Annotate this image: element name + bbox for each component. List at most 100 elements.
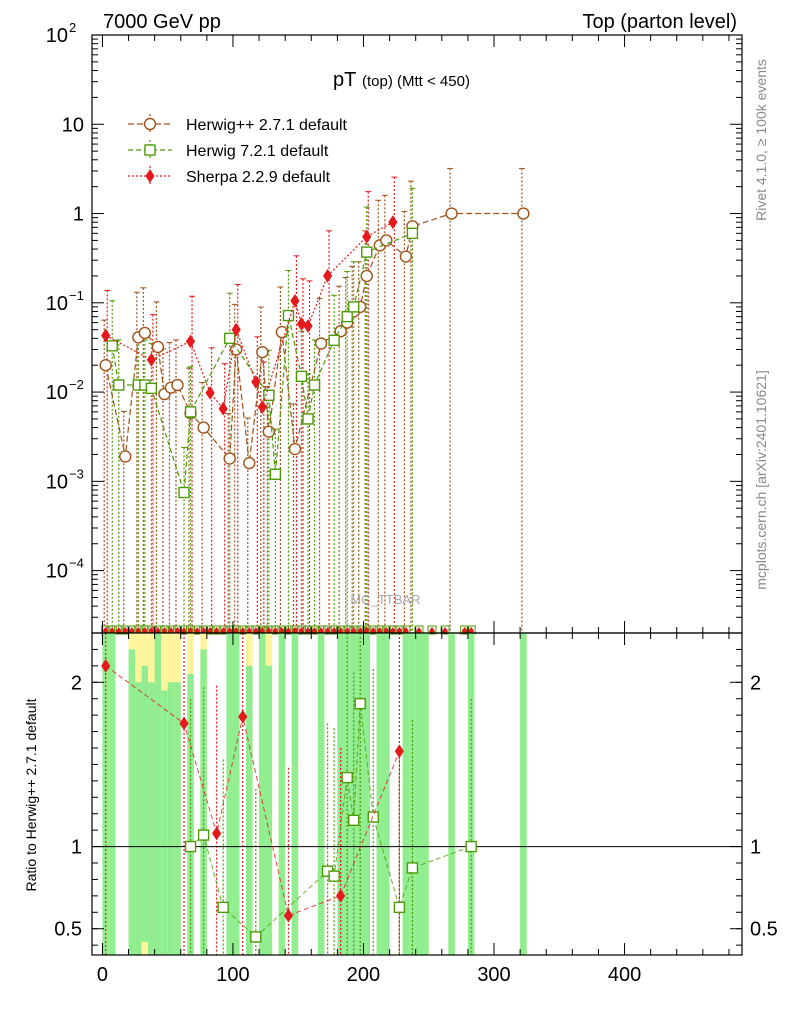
ratio-point [238, 709, 248, 724]
x-tick-label: 0 [97, 964, 108, 986]
y-tick-exponent: −3 [69, 466, 84, 481]
data-point [322, 269, 333, 283]
legend-marker [143, 117, 157, 131]
ratio-band-green [291, 633, 299, 955]
series-line [105, 221, 394, 411]
zero-marker [192, 625, 202, 635]
data-point [145, 382, 158, 395]
y-tick-label: 10 [46, 382, 68, 404]
zero-marker [368, 625, 378, 635]
legend-entry-label: Herwig++ 2.7.1 default [186, 117, 348, 134]
ratio-band-green [317, 633, 325, 955]
ratio-band-green [167, 682, 175, 955]
zero-marker [440, 625, 450, 635]
data-point [184, 406, 197, 418]
data-point [99, 358, 112, 372]
ratio-y-axis-label: Ratio to Herwig++ 2.7.1 default [23, 698, 39, 891]
data-point [101, 328, 111, 343]
data-point [296, 317, 307, 331]
data-point [151, 340, 165, 354]
ratio-point [217, 901, 229, 914]
data-point [362, 229, 372, 244]
ratio-band-green [187, 674, 194, 955]
data-point [171, 378, 184, 392]
ratio-band-green [383, 633, 390, 955]
zero-marker [114, 625, 124, 635]
legend-marker [145, 169, 155, 183]
zero-marker [303, 625, 313, 635]
ratio-band-green [135, 682, 142, 955]
data-point [138, 326, 152, 340]
ratio-y-tick-label-right: 1 [750, 837, 761, 859]
data-point [341, 310, 353, 323]
zero-marker [251, 625, 261, 635]
data-point [275, 325, 289, 339]
x-tick-label: 200 [347, 964, 380, 986]
ratio-y-tick-label: 2 [71, 672, 82, 694]
ratio-point [406, 862, 419, 874]
ratio-point [184, 840, 197, 853]
data-point [205, 385, 215, 400]
data-point [197, 421, 210, 434]
ratio-point [394, 744, 404, 759]
data-point [314, 337, 328, 350]
zero-marker [296, 625, 306, 635]
data-point [302, 413, 314, 425]
data-point [399, 250, 413, 263]
x-tick-label: 100 [216, 964, 249, 986]
zero-marker [205, 625, 215, 635]
y-tick-label: 10 [62, 114, 84, 136]
zero-marker [212, 625, 222, 635]
data-point [106, 340, 118, 352]
ratio-band-green [246, 665, 253, 955]
data-point [282, 309, 295, 322]
ratio-band-green [161, 690, 168, 955]
data-point [243, 456, 256, 470]
zero-marker [283, 625, 293, 635]
data-point [308, 379, 321, 391]
data-point [231, 322, 241, 337]
legend-entry-label: Herwig 7.2.1 default [186, 143, 329, 160]
x-tick-label: 300 [477, 964, 510, 986]
data-point [263, 389, 275, 402]
ratio-band-green [108, 633, 116, 955]
data-point [269, 468, 282, 480]
ratio-band-green [232, 633, 240, 955]
data-point [119, 450, 132, 463]
data-point [406, 227, 419, 240]
data-point [290, 294, 300, 308]
y-tick-label: 10 [46, 471, 68, 493]
ratio-band-green [148, 682, 155, 955]
watermark-label: MC_TTBAR [350, 592, 420, 607]
data-point [361, 246, 373, 258]
data-point [517, 207, 530, 220]
mcplots-credit-label: mcplots.cern.ch [arXiv:2401.10621] [753, 370, 769, 589]
data-point [113, 379, 125, 391]
y-tick-exponent: −1 [69, 288, 84, 303]
ratio-band-green [520, 633, 527, 955]
ratio-band-green [448, 633, 455, 955]
zero-marker [310, 625, 320, 635]
y-tick-label: 10 [46, 561, 68, 583]
data-point [328, 334, 340, 347]
zero-marker [460, 625, 470, 635]
ratio-point [336, 888, 346, 903]
data-point [257, 400, 267, 414]
data-point [146, 352, 156, 367]
data-point [360, 269, 373, 283]
data-point [288, 442, 302, 456]
ratio-band-green [402, 633, 410, 955]
ratio-band-green [200, 649, 207, 955]
y-tick-exponent: −2 [69, 377, 84, 392]
y-tick-label: 10 [46, 25, 68, 47]
data-point [303, 319, 313, 333]
ratio-point [212, 826, 222, 841]
data-point [178, 486, 190, 499]
zero-marker [218, 625, 228, 635]
plot-title-main: pT [333, 69, 356, 91]
zero-marker [120, 625, 130, 635]
ratio-band-green [226, 633, 233, 955]
ratio-point [367, 811, 379, 823]
